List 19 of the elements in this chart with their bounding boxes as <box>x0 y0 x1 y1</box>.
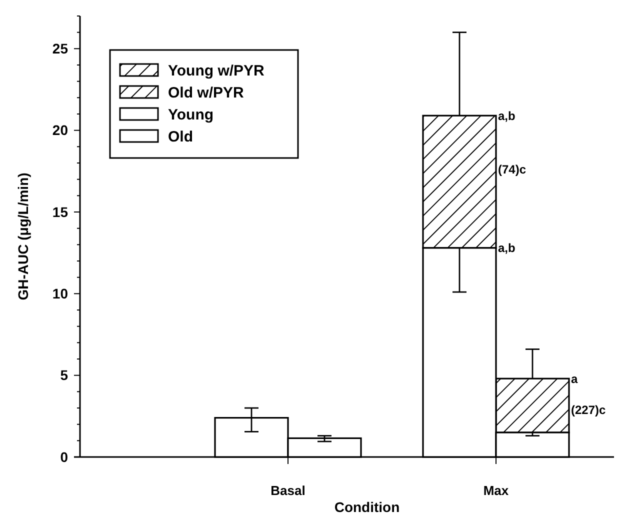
y-axis-title: GH-AUC (μg/L/min) <box>15 172 31 300</box>
y-tick-label: 15 <box>52 204 68 220</box>
legend-label: Young w/PYR <box>168 62 265 80</box>
x-tick-label: Basal <box>270 483 306 498</box>
legend-label: Old w/PYR <box>168 84 244 102</box>
y-tick-label: 0 <box>60 448 68 465</box>
y-tick-label: 25 <box>52 40 68 57</box>
x-tick-label: Max <box>483 483 510 498</box>
annotation: a <box>571 372 578 386</box>
annotation: a,b <box>498 241 516 256</box>
legend-label: Old <box>168 128 193 146</box>
x-axis-title: Condition <box>334 499 400 515</box>
y-tick-label: 10 <box>52 286 68 302</box>
legend-label: Young <box>168 106 214 124</box>
y-tick-label: 5 <box>60 367 68 384</box>
annotation: (74)c <box>498 162 526 177</box>
y-tick-label: 20 <box>52 122 68 138</box>
annotation: (227)c <box>571 402 606 417</box>
annotation: a,b <box>498 108 516 123</box>
